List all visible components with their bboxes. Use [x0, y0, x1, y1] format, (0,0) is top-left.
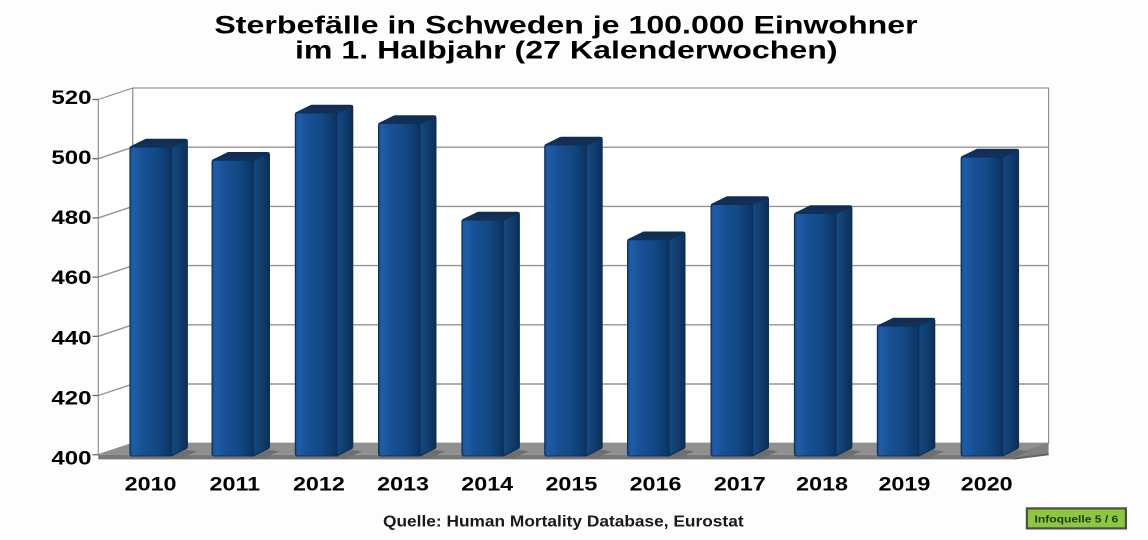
- svg-text:2011: 2011: [210, 473, 261, 495]
- svg-text:2010: 2010: [125, 473, 177, 495]
- svg-text:460: 460: [51, 266, 91, 288]
- svg-text:Quelle: Human Mortality Databa: Quelle: Human Mortality Database, Eurost…: [383, 513, 744, 530]
- svg-text:520: 520: [51, 86, 91, 108]
- svg-text:480: 480: [51, 206, 91, 228]
- svg-text:2019: 2019: [878, 473, 930, 495]
- svg-text:2013: 2013: [377, 473, 429, 495]
- svg-text:2016: 2016: [630, 473, 682, 495]
- svg-text:im 1. Halbjahr (27 Kalenderwoc: im 1. Halbjahr (27 Kalenderwochen): [295, 37, 838, 65]
- svg-text:440: 440: [51, 326, 91, 348]
- svg-text:2017: 2017: [714, 473, 766, 495]
- svg-text:500: 500: [51, 146, 91, 168]
- svg-text:2018: 2018: [796, 473, 848, 495]
- svg-text:2014: 2014: [461, 473, 513, 495]
- svg-text:2020: 2020: [961, 473, 1013, 495]
- svg-text:Infoquelle 5 / 6: Infoquelle 5 / 6: [1035, 514, 1119, 525]
- svg-text:420: 420: [51, 387, 91, 409]
- svg-text:2015: 2015: [545, 473, 597, 495]
- svg-text:Sterbefälle in Schweden je 100: Sterbefälle in Schweden je 100.000 Einwo…: [214, 11, 917, 39]
- svg-text:2012: 2012: [293, 473, 345, 495]
- svg-text:400: 400: [51, 447, 91, 469]
